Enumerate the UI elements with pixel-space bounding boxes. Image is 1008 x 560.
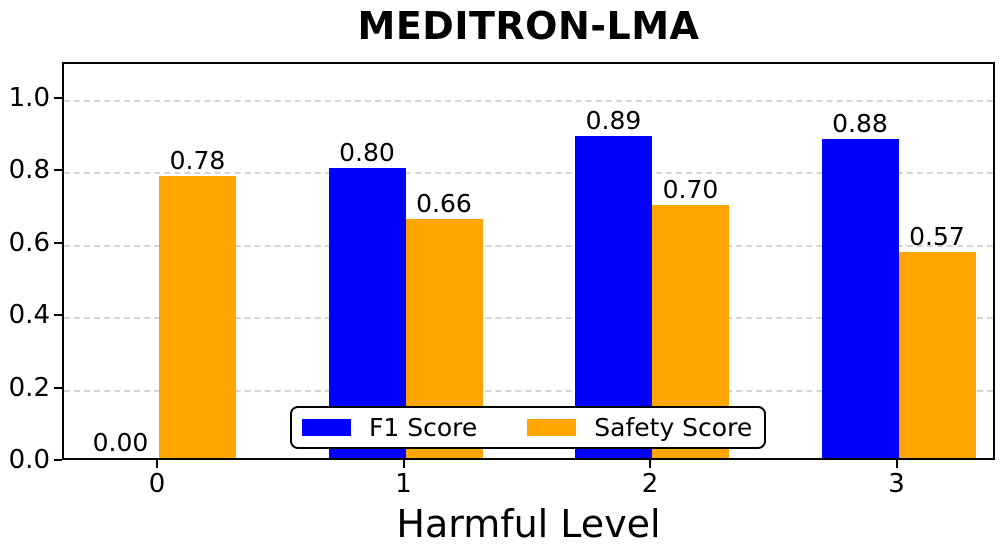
bar-safety-score-level-3 (898, 251, 976, 458)
x-axis-tick-2 (649, 460, 651, 468)
bar-f1-score-level-2 (575, 135, 652, 458)
y-axis-tick-label-0.8: 0.8 (8, 155, 50, 186)
legend-item-f1-score: F1 Score (302, 413, 477, 442)
y-axis-tick-0.4 (54, 314, 62, 317)
x-axis-tick-0 (156, 460, 158, 468)
bar-safety-score-level-0 (159, 175, 236, 458)
y-axis-tick-1.0 (54, 97, 62, 99)
gridline-y-0.2 (64, 389, 993, 392)
y-axis-tick-label-0.6: 0.6 (8, 227, 50, 258)
bar-value-label-safety-score-level-1: 0.66 (416, 189, 472, 219)
plot-area: 0.00 0.80 0.89 0.88 0.78 0.66 0.70 0.57 (62, 62, 995, 460)
y-axis-tick-label-1.0: 1.0 (8, 83, 50, 113)
gridline-y-0.4 (64, 317, 993, 320)
legend-label-safety-score: Safety Score (594, 413, 753, 442)
y-axis-tick-label-0.0: 0.0 (8, 445, 50, 475)
bar-value-label-safety-score-level-3: 0.57 (909, 221, 965, 251)
x-axis-tick-3 (895, 460, 898, 468)
y-axis-tick-0.2 (54, 386, 62, 389)
gridline-y-0.6 (64, 244, 993, 247)
legend-item-safety-score: Safety Score (527, 413, 752, 442)
legend-swatch-safety-score (527, 419, 577, 436)
legend-swatch-f1-score (302, 419, 351, 436)
bar-value-label-f1-score-level-3: 0.88 (832, 109, 888, 139)
bar-f1-score-level-3 (821, 139, 899, 458)
x-axis-tick-label-2: 2 (641, 469, 659, 499)
legend: F1 Score Safety Score (290, 406, 766, 449)
x-axis-label: Harmful Level (396, 502, 661, 546)
x-axis-tick-1 (402, 460, 405, 468)
chart-title: MEDITRON-LMA (357, 4, 700, 48)
x-axis-tick-label-1: 1 (395, 469, 412, 499)
bar-value-label-safety-score-level-0: 0.78 (169, 145, 226, 175)
y-axis-tick-0.0 (54, 459, 62, 461)
x-axis-tick-label-0: 0 (148, 469, 166, 499)
y-axis-tick-label-0.4: 0.4 (8, 300, 50, 331)
gridline-y-1.0 (64, 100, 993, 102)
legend-label-f1-score: F1 Score (369, 413, 478, 442)
y-axis-tick-0.6 (54, 241, 62, 244)
bar-value-label-f1-score-level-1: 0.80 (339, 138, 395, 168)
bar-value-label-f1-score-level-0: 0.00 (92, 428, 149, 457)
gridline-y-0.8 (64, 172, 993, 175)
bar-value-label-safety-score-level-2: 0.70 (662, 174, 719, 204)
bar-value-label-f1-score-level-2: 0.89 (585, 105, 642, 135)
y-axis-tick-label-0.2: 0.2 (8, 372, 50, 403)
x-axis-tick-label-3: 3 (888, 469, 905, 499)
y-axis-tick-0.8 (54, 169, 62, 172)
